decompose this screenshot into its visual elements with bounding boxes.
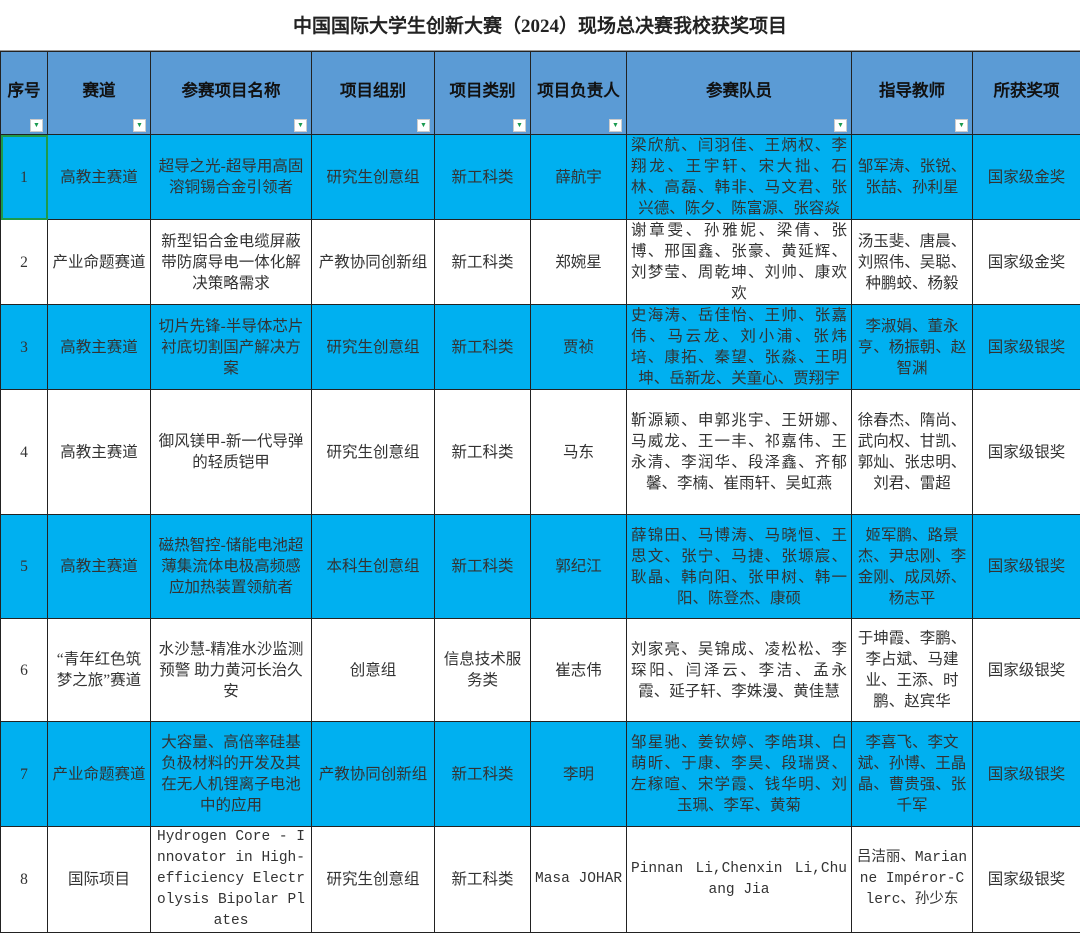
column-header-label: 赛道 xyxy=(83,81,116,100)
cell-project-name[interactable]: 新型铝合金电缆屏蔽带防腐导电一体化解决策略需求 xyxy=(151,220,312,305)
cell-team-members[interactable]: 薛锦田、马博涛、马晓恒、王思文、张宁、马捷、张塬宸、耿晶、韩向阳、张甲树、韩一阳… xyxy=(627,515,852,619)
cell-project-category[interactable]: 新工科类 xyxy=(435,135,531,220)
cell-award[interactable]: 国家级银奖 xyxy=(973,722,1080,827)
column-header-label: 项目组别 xyxy=(340,81,406,100)
cell-team-members[interactable]: 谢章雯、孙雅妮、梁倩、张博、邢国鑫、张豪、黄延辉、刘梦莹、周乾坤、刘帅、康欢欢 xyxy=(627,220,852,305)
column-header-label: 项目负责人 xyxy=(537,81,620,100)
cell-award[interactable]: 国家级银奖 xyxy=(973,619,1080,722)
filter-dropdown-icon[interactable]: ▼ xyxy=(955,119,968,132)
filter-dropdown-icon[interactable]: ▼ xyxy=(513,119,526,132)
column-header-label: 序号 xyxy=(8,81,41,100)
cell-award[interactable]: 国家级银奖 xyxy=(973,305,1080,390)
column-header-project-name[interactable]: 参赛项目名称 ▼ xyxy=(151,52,312,135)
cell-project-group[interactable]: 产教协同创新组 xyxy=(312,220,435,305)
column-header-label: 参赛队员 xyxy=(706,81,772,100)
cell-project-category[interactable]: 信息技术服务类 xyxy=(435,619,531,722)
cell-award[interactable]: 国家级金奖 xyxy=(973,220,1080,305)
cell-project-leader[interactable]: 郑婉星 xyxy=(531,220,627,305)
cell-project-category[interactable]: 新工科类 xyxy=(435,390,531,515)
cell-project-name[interactable]: 水沙慧-精准水沙监测预警 助力黄河长治久安 xyxy=(151,619,312,722)
column-header-label: 指导教师 xyxy=(879,81,945,100)
cell-advisors[interactable]: 邹军涛、张锐、张喆、孙利星 xyxy=(852,135,973,220)
column-header-advisors[interactable]: 指导教师 ▼ xyxy=(852,52,973,135)
column-header-serial-number[interactable]: 序号 ▼ xyxy=(1,52,48,135)
column-header-project-leader[interactable]: 项目负责人 ▼ xyxy=(531,52,627,135)
column-header-track[interactable]: 赛道 ▼ xyxy=(48,52,151,135)
cell-track[interactable]: 产业命题赛道 xyxy=(48,722,151,827)
cell-team-members[interactable]: 邹星驰、姜钦婷、李皓琪、白萌昕、于康、李昊、段瑞贤、左稼暄、宋学霞、钱华明、刘玉… xyxy=(627,722,852,827)
filter-dropdown-icon[interactable]: ▼ xyxy=(834,119,847,132)
column-header-label: 项目类别 xyxy=(450,81,516,100)
cell-project-leader[interactable]: 郭纪江 xyxy=(531,515,627,619)
cell-project-group[interactable]: 产教协同创新组 xyxy=(312,722,435,827)
cell-advisors[interactable]: 于坤霞、李鹏、李占斌、马建业、王添、时鹏、赵宾华 xyxy=(852,619,973,722)
cell-project-group[interactable]: 本科生创意组 xyxy=(312,515,435,619)
filter-dropdown-icon[interactable]: ▼ xyxy=(30,119,43,132)
cell-advisors[interactable]: 汤玉斐、唐晨、刘照伟、吴聪、种鹏蛟、杨毅 xyxy=(852,220,973,305)
cell-project-leader[interactable]: 崔志伟 xyxy=(531,619,627,722)
cell-award[interactable]: 国家级银奖 xyxy=(973,390,1080,515)
cell-serial-number[interactable]: 2 xyxy=(1,220,48,305)
cell-project-group[interactable]: 研究生创意组 xyxy=(312,135,435,220)
column-header-team-members[interactable]: 参赛队员 ▼ xyxy=(627,52,852,135)
cell-project-name[interactable]: 磁热智控-储能电池超薄集流体电极高频感应加热装置领航者 xyxy=(151,515,312,619)
cell-advisors[interactable]: 李喜飞、李文斌、孙博、王晶晶、曹贵强、张千军 xyxy=(852,722,973,827)
cell-track[interactable]: 高教主赛道 xyxy=(48,515,151,619)
awards-table: 序号 ▼ 赛道 ▼ 参赛项目名称 ▼ 项目组别 ▼ 项目类别 ▼ 项目负责人 ▼ 参赛队员 ▼ 指导教师 ▼ 所… xyxy=(0,51,1080,933)
header-row: 序号 ▼ 赛道 ▼ 参赛项目名称 ▼ 项目组别 ▼ 项目类别 ▼ 项目负责人 ▼ 参赛队员 ▼ 指导教师 ▼ 所… xyxy=(1,52,1080,135)
table-row: 6“青年红色筑梦之旅”赛道水沙慧-精准水沙监测预警 助力黄河长治久安创意组信息技… xyxy=(1,619,1080,722)
cell-project-leader[interactable]: 贾祯 xyxy=(531,305,627,390)
column-header-project-category[interactable]: 项目类别 ▼ xyxy=(435,52,531,135)
cell-project-name[interactable]: 大容量、高倍率硅基负极材料的开发及其在无人机锂离子电池中的应用 xyxy=(151,722,312,827)
cell-serial-number[interactable]: 5 xyxy=(1,515,48,619)
column-header-label: 所获奖项 xyxy=(994,81,1060,100)
cell-track[interactable]: 高教主赛道 xyxy=(48,135,151,220)
cell-project-leader[interactable]: 薛航宇 xyxy=(531,135,627,220)
cell-serial-number[interactable]: 7 xyxy=(1,722,48,827)
cell-serial-number[interactable]: 6 xyxy=(1,619,48,722)
cell-project-leader[interactable]: 马东 xyxy=(531,390,627,515)
cell-project-leader[interactable]: 李明 xyxy=(531,722,627,827)
cell-track[interactable]: 高教主赛道 xyxy=(48,305,151,390)
cell-project-category[interactable]: 新工科类 xyxy=(435,722,531,827)
cell-award[interactable]: 国家级银奖 xyxy=(973,515,1080,619)
cell-project-category[interactable]: 新工科类 xyxy=(435,220,531,305)
cell-project-name[interactable]: 切片先锋-半导体芯片衬底切割国产解决方案 xyxy=(151,305,312,390)
cell-project-group[interactable]: 研究生创意组 xyxy=(312,390,435,515)
filter-dropdown-icon[interactable]: ▼ xyxy=(609,119,622,132)
cell-project-category[interactable]: 新工科类 xyxy=(435,515,531,619)
cell-project-name[interactable]: 御风镁甲-新一代导弹的轻质铠甲 xyxy=(151,390,312,515)
cell-team-members[interactable]: 梁欣航、闫羽佳、王炳权、李翔龙、王宇轩、宋大拙、石林、高磊、韩非、马文君、张兴德… xyxy=(627,135,852,220)
column-header-label: 参赛项目名称 xyxy=(182,81,281,100)
cell-project-category[interactable]: 新工科类 xyxy=(435,305,531,390)
cell-advisors[interactable]: 李淑娟、董永亨、杨振朝、赵智渊 xyxy=(852,305,973,390)
cell-team-members[interactable]: 靳源颖、申郭兆宇、王妍娜、马威龙、王一丰、祁嘉伟、王永清、李润华、段泽鑫、齐郁馨… xyxy=(627,390,852,515)
cell-track[interactable]: 产业命题赛道 xyxy=(48,220,151,305)
cell-serial-number[interactable]: 4 xyxy=(1,390,48,515)
cell-project-name[interactable]: 超导之光-超导用高固溶铜锡合金引领者 xyxy=(151,135,312,220)
filter-dropdown-icon[interactable]: ▼ xyxy=(294,119,307,132)
filter-dropdown-icon[interactable]: ▼ xyxy=(417,119,430,132)
cell-track[interactable]: 高教主赛道 xyxy=(48,390,151,515)
cell-award[interactable]: 国家级金奖 xyxy=(973,135,1080,220)
filter-dropdown-icon[interactable]: ▼ xyxy=(133,119,146,132)
cell-project-group[interactable]: 研究生创意组 xyxy=(312,305,435,390)
cell-track[interactable]: “青年红色筑梦之旅”赛道 xyxy=(48,619,151,722)
cell-project-group[interactable]: 创意组 xyxy=(312,619,435,722)
cell-serial-number[interactable]: 1 xyxy=(1,135,48,220)
cell-team-members[interactable]: 史海涛、岳佳怡、王帅、张嘉伟、马云龙、刘小浦、张炜培、康拓、秦望、张淼、王明坤、… xyxy=(627,305,852,390)
cell-serial-number[interactable]: 3 xyxy=(1,305,48,390)
cell-advisors[interactable]: 姬军鹏、路景杰、尹忠刚、李金刚、成凤娇、杨志平 xyxy=(852,515,973,619)
cell-team-members[interactable]: 刘家亮、吴锦成、凌松松、李琛阳、闫泽云、李洁、孟永霞、延子轩、李姝漫、黄佳慧 xyxy=(627,619,852,722)
column-header-award[interactable]: 所获奖项 xyxy=(973,52,1080,135)
sheet-title: 中国国际大学生创新大赛（2024）现场总决赛我校获奖项目 xyxy=(0,0,1080,51)
cell-advisors[interactable]: 徐春杰、隋尚、武向权、甘凯、郭灿、张忠明、刘君、雷超 xyxy=(852,390,973,515)
column-header-project-group[interactable]: 项目组别 ▼ xyxy=(312,52,435,135)
